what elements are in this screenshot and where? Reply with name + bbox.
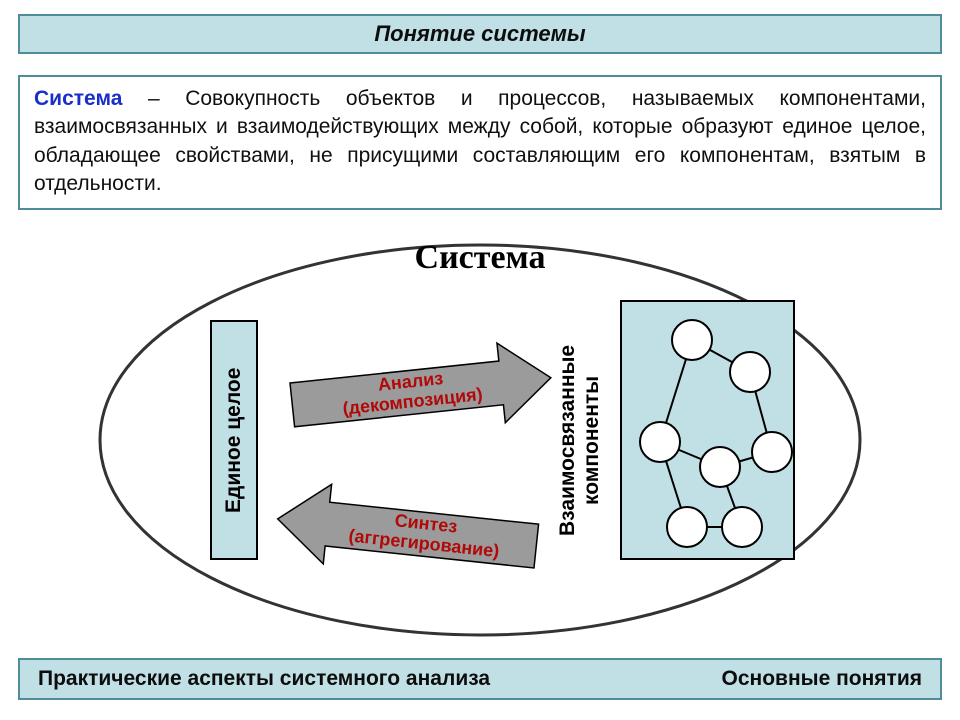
definition-term: Система xyxy=(34,87,122,110)
slide-title-text: Понятие системы xyxy=(374,21,585,47)
arrow-analysis: Анализ (декомпозиция) xyxy=(288,338,555,445)
slide: Понятие системы Система – Совокупность о… xyxy=(0,0,960,720)
graph-node xyxy=(722,507,762,547)
footer-right: Основные понятия xyxy=(722,667,922,691)
definition-body: – Совокупность объектов и процессов, наз… xyxy=(34,87,926,195)
definition-box: Система – Совокупность объектов и процес… xyxy=(18,75,942,210)
components-graph xyxy=(622,302,797,562)
footer-left: Практические аспекты системного анализа xyxy=(38,667,490,691)
arrow-synthesis: Синтез (аггрегирование) xyxy=(274,479,541,586)
graph-node xyxy=(700,447,740,487)
graph-node xyxy=(640,422,680,462)
components-box xyxy=(620,300,795,560)
footer: Практические аспекты системного анализа … xyxy=(18,658,942,700)
graph-node xyxy=(672,320,712,360)
right-block-text: Взаимосвязанные компоненты xyxy=(556,310,604,570)
graph-node xyxy=(752,432,792,472)
graph-node xyxy=(667,507,707,547)
right-block-label: Взаимосвязанные компоненты xyxy=(545,310,615,570)
graph-node xyxy=(730,352,770,392)
system-diagram: Система Единое целое Анализ (декомпозици… xyxy=(90,225,870,645)
slide-title: Понятие системы xyxy=(18,14,942,54)
